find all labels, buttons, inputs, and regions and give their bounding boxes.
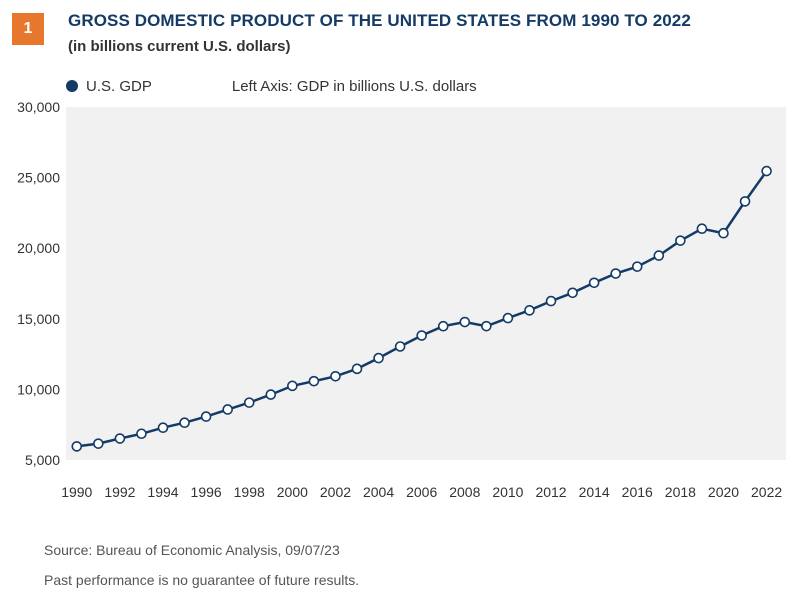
data-point [265,389,277,400]
x-tick-label: 2004 [363,484,394,500]
data-point [179,417,190,429]
series-points [71,165,772,452]
disclaimer-note: Past performance is no guarantee of futu… [44,572,360,588]
data-point [696,223,708,235]
data-point [136,428,147,440]
legend-marker-icon [66,80,78,92]
legend-axis-note: Left Axis: GDP in billions U.S. dollars [231,77,477,95]
data-point [287,380,298,392]
data-point [675,235,686,246]
data-point [481,320,492,332]
data-point [157,422,169,434]
data-point [739,196,751,207]
data-point [71,441,83,452]
y-tick-label: 5,000 [25,452,60,468]
figure-number-badge: 1 [12,13,44,45]
data-point [502,312,514,324]
data-point [114,433,126,444]
x-tick-label: 1996 [191,484,222,500]
data-point [222,404,233,415]
legend: U.S. GDP Left Axis: GDP in billions U.S.… [66,76,477,96]
x-tick-label: 2014 [579,484,610,500]
y-tick-label: 30,000 [17,99,60,115]
plot-area [66,107,786,460]
y-tick-label: 10,000 [17,381,60,397]
data-point [330,370,341,382]
chart-subtitle: (in billions current U.S. dollars) [68,38,291,55]
data-point [200,411,212,422]
data-point [243,397,255,408]
data-point [373,352,384,364]
data-point [567,287,578,299]
y-tick-label: 25,000 [17,170,60,186]
x-tick-label: 2000 [277,484,308,500]
x-tick-label: 2008 [449,484,480,500]
data-point [545,295,557,307]
x-tick-label: 2022 [751,484,782,500]
data-point [761,165,772,177]
x-tick-label: 2012 [535,484,566,500]
data-point [351,363,363,375]
y-axis: 5,000 10,000 15,000 20,000 25,000 30,000 [17,99,60,468]
x-tick-label: 1998 [234,484,265,500]
data-point [588,277,600,289]
x-tick-label: 1990 [61,484,92,500]
data-point [718,227,729,239]
data-point [459,316,471,328]
data-point [437,320,449,332]
legend-series-label: U.S. GDP [86,77,152,95]
data-point [524,305,535,316]
data-point [416,330,427,341]
source-note: Source: Bureau of Economic Analysis, 09/… [44,542,340,558]
x-axis: 1990 1992 1994 1996 1998 2000 2002 2004 2006 2008… [61,484,782,500]
x-tick-label: 2020 [708,484,739,500]
x-tick-label: 2006 [406,484,437,500]
x-tick-label: 1992 [104,484,135,500]
y-tick-label: 15,000 [17,311,60,327]
data-point [394,341,406,352]
x-tick-label: 2002 [320,484,351,500]
data-point [653,250,665,261]
data-point [631,261,643,272]
x-tick-label: 1994 [147,484,178,500]
x-tick-label: 2016 [622,484,653,500]
x-tick-label: 2018 [665,484,696,500]
x-tick-label: 2010 [492,484,523,500]
chart-title: GROSS DOMESTIC PRODUCT OF THE UNITED STA… [68,11,691,30]
data-point [308,375,320,387]
y-tick-label: 20,000 [17,240,60,256]
data-point [610,268,622,279]
data-point [93,438,104,449]
